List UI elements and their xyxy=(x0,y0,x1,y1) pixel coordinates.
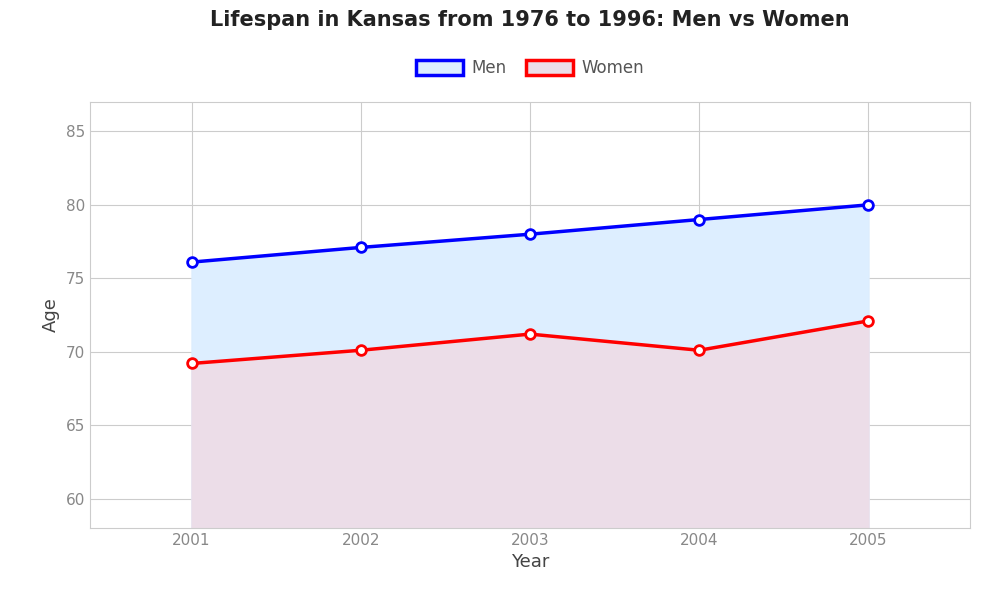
Title: Lifespan in Kansas from 1976 to 1996: Men vs Women: Lifespan in Kansas from 1976 to 1996: Me… xyxy=(210,10,850,29)
Legend: Men, Women: Men, Women xyxy=(409,53,651,84)
X-axis label: Year: Year xyxy=(511,553,549,571)
Y-axis label: Age: Age xyxy=(42,298,60,332)
